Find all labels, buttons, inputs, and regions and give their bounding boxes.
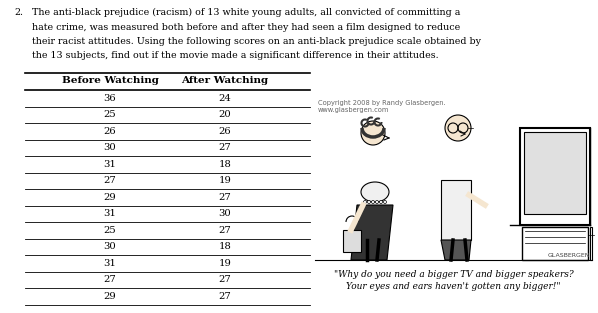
Text: 27: 27 <box>219 226 231 235</box>
Circle shape <box>371 201 374 203</box>
Text: 27: 27 <box>103 275 117 284</box>
Text: 27: 27 <box>219 292 231 301</box>
Text: Before Watching: Before Watching <box>62 76 158 85</box>
Text: 18: 18 <box>218 160 231 169</box>
Bar <box>520 128 590 225</box>
Text: 31: 31 <box>103 160 117 169</box>
Circle shape <box>364 201 367 203</box>
Bar <box>315 98 592 262</box>
Text: 27: 27 <box>219 143 231 152</box>
Text: "Why do you need a bigger TV and bigger speakers?: "Why do you need a bigger TV and bigger … <box>334 270 573 279</box>
Text: The anti-black prejudice (racism) of 13 white young adults, all convicted of com: The anti-black prejudice (racism) of 13 … <box>32 8 460 17</box>
Text: their racist attitudes. Using the following scores on an anti-black prejudice sc: their racist attitudes. Using the follow… <box>32 37 481 46</box>
Text: 27: 27 <box>219 193 231 202</box>
Circle shape <box>445 115 471 141</box>
Bar <box>522 227 588 260</box>
Text: 29: 29 <box>103 193 117 202</box>
Circle shape <box>383 201 386 203</box>
Text: 26: 26 <box>103 127 117 136</box>
Circle shape <box>380 201 383 203</box>
Text: 26: 26 <box>219 127 231 136</box>
Text: 30: 30 <box>219 209 231 218</box>
Text: 19: 19 <box>218 259 231 268</box>
Text: Copyright 2008 by Randy Glasbergen.
www.glasbergen.com: Copyright 2008 by Randy Glasbergen. www.… <box>318 100 446 113</box>
Text: 31: 31 <box>103 259 117 268</box>
Text: hate crime, was measured both before and after they had seen a film designed to : hate crime, was measured both before and… <box>32 23 460 32</box>
Circle shape <box>368 201 371 203</box>
Text: 30: 30 <box>103 242 117 251</box>
Text: After Watching: After Watching <box>181 76 269 85</box>
Text: 19: 19 <box>218 176 231 185</box>
Bar <box>524 132 586 214</box>
Text: 30: 30 <box>103 143 117 152</box>
Text: the 13 subjects, find out if the movie made a significant difference in their at: the 13 subjects, find out if the movie m… <box>32 52 438 60</box>
Text: 27: 27 <box>219 275 231 284</box>
Text: GLASBERGEN: GLASBERGEN <box>548 253 590 258</box>
Text: 36: 36 <box>103 94 117 103</box>
Text: 25: 25 <box>103 110 117 119</box>
Circle shape <box>376 201 379 203</box>
Text: 20: 20 <box>219 110 231 119</box>
Text: 18: 18 <box>218 242 231 251</box>
Bar <box>343 230 361 252</box>
Text: Your eyes and ears haven't gotten any bigger!": Your eyes and ears haven't gotten any bi… <box>346 282 561 291</box>
Polygon shape <box>441 240 471 260</box>
Bar <box>590 227 592 260</box>
Text: 2.: 2. <box>14 8 23 17</box>
Text: 29: 29 <box>103 292 117 301</box>
Text: 24: 24 <box>218 94 231 103</box>
Polygon shape <box>441 180 471 240</box>
Polygon shape <box>351 205 393 260</box>
Circle shape <box>361 121 385 145</box>
Text: 31: 31 <box>103 209 117 218</box>
Text: 27: 27 <box>103 176 117 185</box>
Text: 25: 25 <box>103 226 117 235</box>
Ellipse shape <box>361 182 389 202</box>
